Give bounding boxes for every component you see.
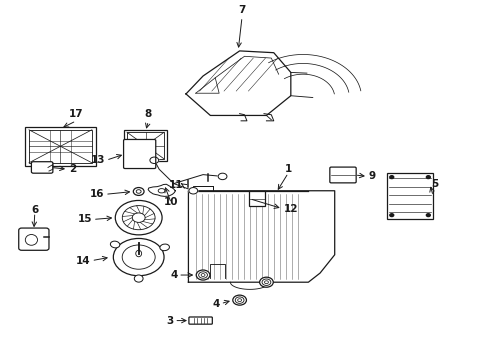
Text: 4: 4: [170, 270, 177, 280]
Ellipse shape: [113, 238, 163, 276]
FancyBboxPatch shape: [123, 139, 156, 168]
Bar: [386, 173, 432, 220]
Text: 16: 16: [90, 189, 104, 199]
Text: 2: 2: [69, 164, 76, 174]
Bar: [124, 130, 166, 161]
Text: 11: 11: [169, 180, 183, 190]
Bar: [25, 127, 96, 166]
FancyBboxPatch shape: [31, 162, 53, 173]
Bar: [29, 130, 92, 163]
Ellipse shape: [134, 275, 143, 282]
Circle shape: [188, 188, 197, 194]
Text: 9: 9: [368, 171, 375, 181]
Circle shape: [389, 176, 393, 179]
Polygon shape: [148, 184, 175, 197]
Text: 14: 14: [76, 256, 91, 266]
Circle shape: [426, 176, 429, 179]
Text: 8: 8: [144, 109, 152, 119]
Text: 10: 10: [164, 197, 178, 207]
Circle shape: [218, 173, 226, 180]
Text: 13: 13: [91, 155, 105, 165]
Text: 1: 1: [284, 164, 291, 174]
Ellipse shape: [136, 250, 142, 257]
Text: 4: 4: [212, 299, 220, 309]
Ellipse shape: [133, 188, 144, 195]
Text: 6: 6: [31, 206, 39, 216]
Bar: [249, 192, 264, 206]
Text: 12: 12: [283, 204, 297, 214]
Circle shape: [426, 214, 429, 217]
Text: 17: 17: [69, 109, 83, 119]
FancyBboxPatch shape: [188, 317, 212, 324]
Polygon shape: [188, 191, 334, 282]
Text: 15: 15: [78, 215, 92, 224]
Circle shape: [150, 157, 158, 163]
Ellipse shape: [110, 241, 120, 248]
FancyBboxPatch shape: [19, 228, 49, 250]
Polygon shape: [185, 51, 290, 116]
Bar: [127, 132, 163, 159]
FancyBboxPatch shape: [329, 167, 355, 183]
Ellipse shape: [160, 244, 169, 251]
Text: 3: 3: [166, 316, 173, 325]
Ellipse shape: [196, 270, 209, 280]
Ellipse shape: [232, 295, 246, 305]
Circle shape: [389, 214, 393, 217]
Text: 5: 5: [430, 179, 437, 189]
Ellipse shape: [259, 277, 273, 287]
Ellipse shape: [115, 201, 162, 235]
Text: 7: 7: [238, 5, 245, 15]
